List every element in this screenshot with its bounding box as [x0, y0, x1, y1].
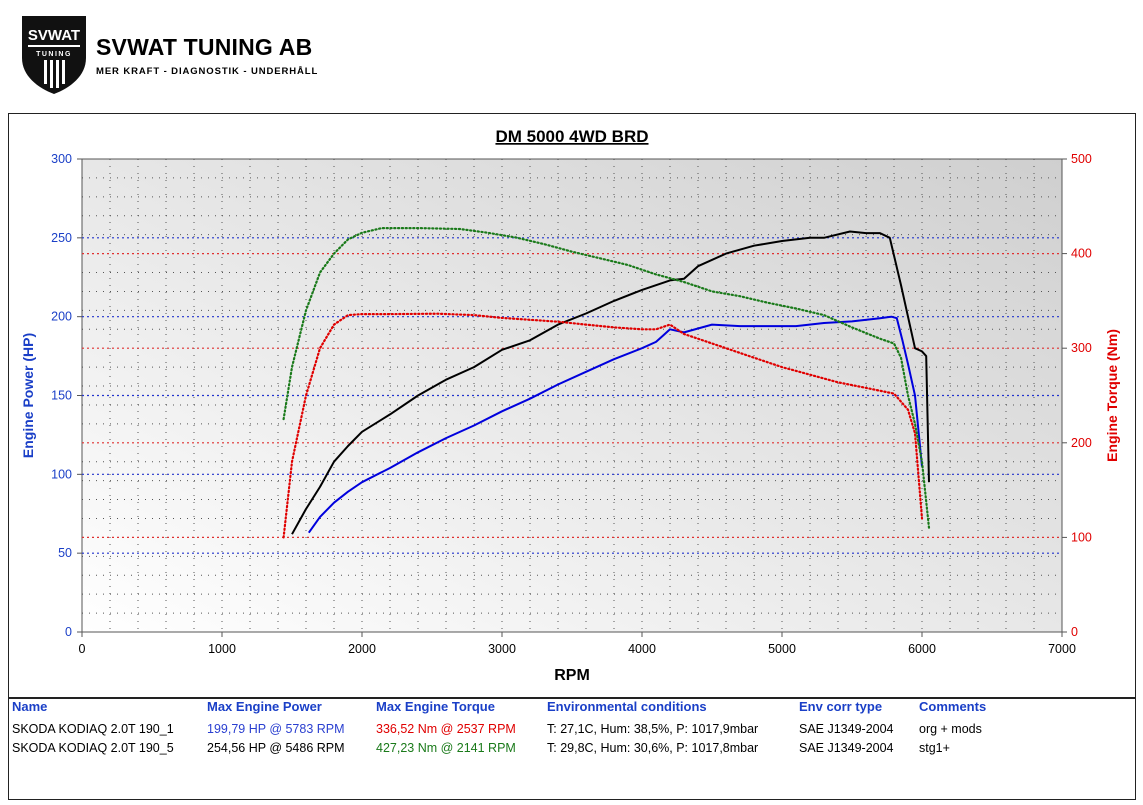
x-tick-label: 3000 — [488, 642, 516, 656]
row-corr: SAE J1349-2004 — [799, 741, 894, 755]
x-tick-label: 7000 — [1048, 642, 1076, 656]
col-header-name: Name — [12, 699, 48, 714]
y-right-tick-label: 300 — [1071, 341, 1092, 355]
dyno-chart-frame: DM 5000 4WD BRD 0 1000 2000 3000 4000 5000 6000… — [8, 113, 1136, 698]
y-right-tick-label: 400 — [1071, 247, 1092, 261]
row-name: SKODA KODIAQ 2.0T 190_1 — [12, 722, 174, 736]
y-left-tick-label: 250 — [51, 231, 72, 245]
y-right-tick-label: 0 — [1071, 625, 1078, 639]
col-header-corr: Env corr type — [799, 699, 883, 714]
row-corr: SAE J1349-2004 — [799, 722, 894, 736]
col-header-power: Max Engine Power — [207, 699, 322, 714]
y-left-tick-label: 150 — [51, 389, 72, 403]
logo-text-top: SVWAT — [28, 27, 80, 44]
y-left-axis-label: Engine Power (HP) — [20, 333, 36, 458]
company-logo-area: SVWAT TUNING SVWAT TUNING AB MER KRAFT -… — [8, 6, 326, 104]
company-slogan: MER KRAFT - DIAGNOSTIK - UNDERHÅLL — [96, 66, 319, 77]
y-left-tick-label: 0 — [65, 625, 72, 639]
y-left-tick-label: 100 — [51, 467, 72, 481]
y-right-axis-label: Engine Torque (Nm) — [1104, 329, 1120, 462]
y-left-tick-label: 50 — [58, 546, 72, 560]
company-name: SVWAT TUNING AB — [96, 34, 313, 60]
y-right-tick-label: 500 — [1071, 152, 1092, 166]
logo-text-bottom: TUNING — [36, 51, 72, 58]
row-env: T: 27,1C, Hum: 38,5%, P: 1017,9mbar — [547, 722, 759, 736]
row-env: T: 29,8C, Hum: 30,6%, P: 1017,8mbar — [547, 741, 759, 755]
x-tick-label: 6000 — [908, 642, 936, 656]
x-tick-label: 4000 — [628, 642, 656, 656]
col-header-comments: Comments — [919, 699, 987, 714]
row-max-torque: 336,52 Nm @ 2537 RPM — [376, 722, 516, 736]
series-line-0 — [307, 315, 923, 534]
row-max-power: 199,79 HP @ 5783 RPM — [207, 722, 345, 736]
row-name: SKODA KODIAQ 2.0T 190_5 — [12, 741, 174, 755]
col-header-torque: Max Engine Torque — [376, 699, 495, 714]
results-table: Name Max Engine Power Max Engine Torque … — [8, 698, 1136, 800]
series-line-3 — [282, 226, 931, 529]
row-max-torque: 427,23 Nm @ 2141 RPM — [376, 741, 516, 755]
x-tick-label: 0 — [79, 642, 86, 656]
y-left-tick-label: 200 — [51, 310, 72, 324]
x-tick-label: 2000 — [348, 642, 376, 656]
row-comments: org + mods — [919, 722, 982, 736]
series-line-2 — [282, 312, 924, 539]
chart-title: DM 5000 4WD BRD — [495, 127, 648, 146]
x-tick-label: 1000 — [208, 642, 236, 656]
x-axis-label: RPM — [554, 667, 590, 684]
y-right-tick-label: 100 — [1071, 530, 1092, 544]
shield-logo-icon: SVWAT TUNING — [22, 16, 86, 94]
y-right-tick-label: 200 — [1071, 436, 1092, 450]
row-max-power: 254,56 HP @ 5486 RPM — [207, 741, 345, 755]
row-comments: stg1+ — [919, 741, 950, 755]
y-left-tick-label: 300 — [51, 152, 72, 166]
x-tick-label: 5000 — [768, 642, 796, 656]
col-header-env: Environmental conditions — [547, 699, 707, 714]
